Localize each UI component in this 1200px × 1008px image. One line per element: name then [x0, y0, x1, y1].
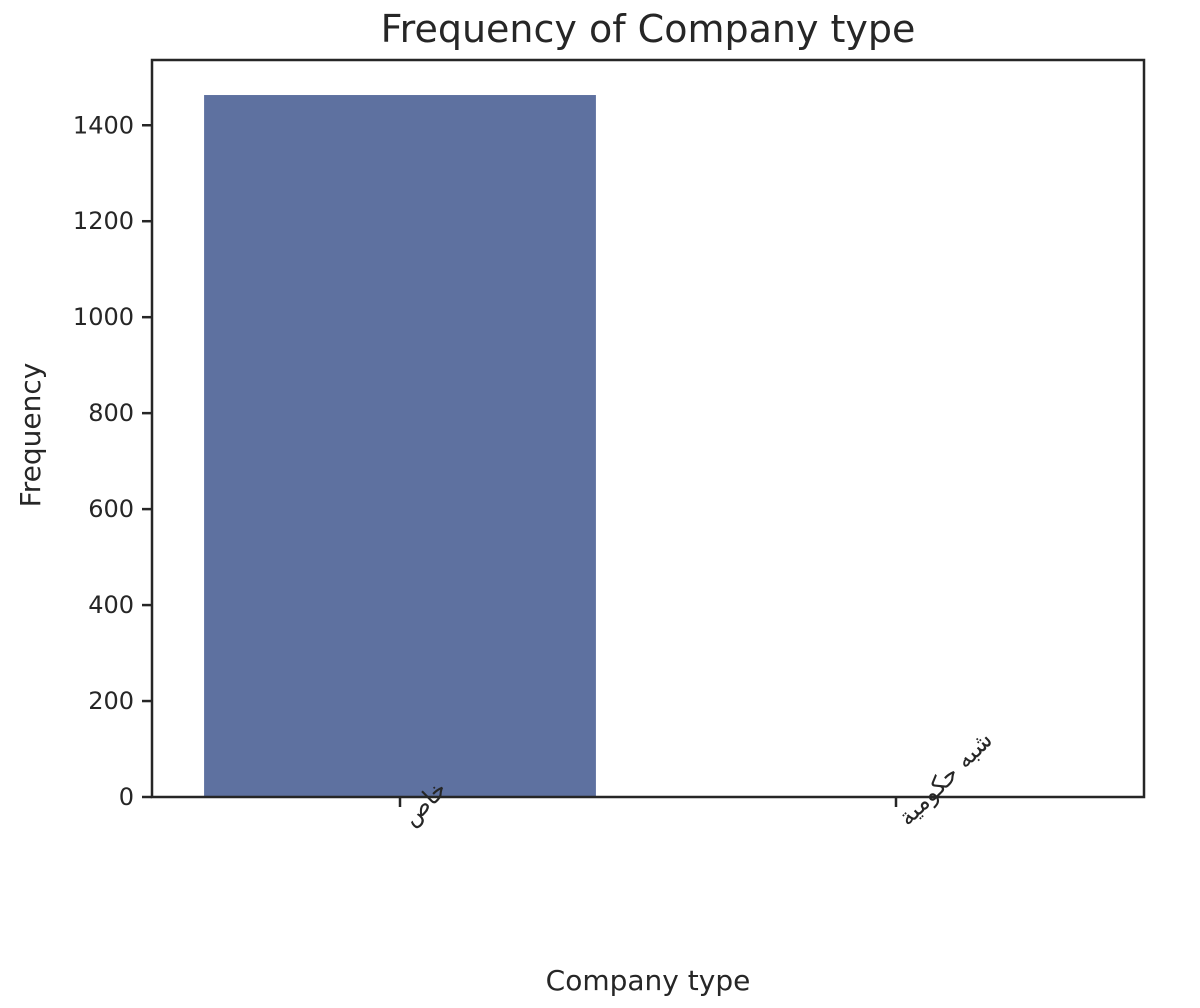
y-tick-label: 0	[119, 783, 134, 811]
y-tick-label: 400	[88, 591, 134, 619]
y-tick-label: 1200	[73, 207, 134, 235]
chart-title: Frequency of Company type	[381, 7, 916, 51]
y-tick-label: 1000	[73, 303, 134, 331]
y-axis-label: Frequency	[14, 363, 47, 508]
plot-frame	[150, 58, 1146, 799]
y-tick-label: 1400	[73, 111, 134, 139]
y-tick-label: 600	[88, 495, 134, 523]
y-axis-ticks: 0 200 400 600 800 1000 1200 1400	[73, 111, 152, 811]
bar	[204, 95, 596, 798]
y-tick-label: 800	[88, 399, 134, 427]
x-axis-label: Company type	[546, 964, 751, 997]
bars	[204, 95, 596, 798]
y-tick-label: 200	[88, 687, 134, 715]
